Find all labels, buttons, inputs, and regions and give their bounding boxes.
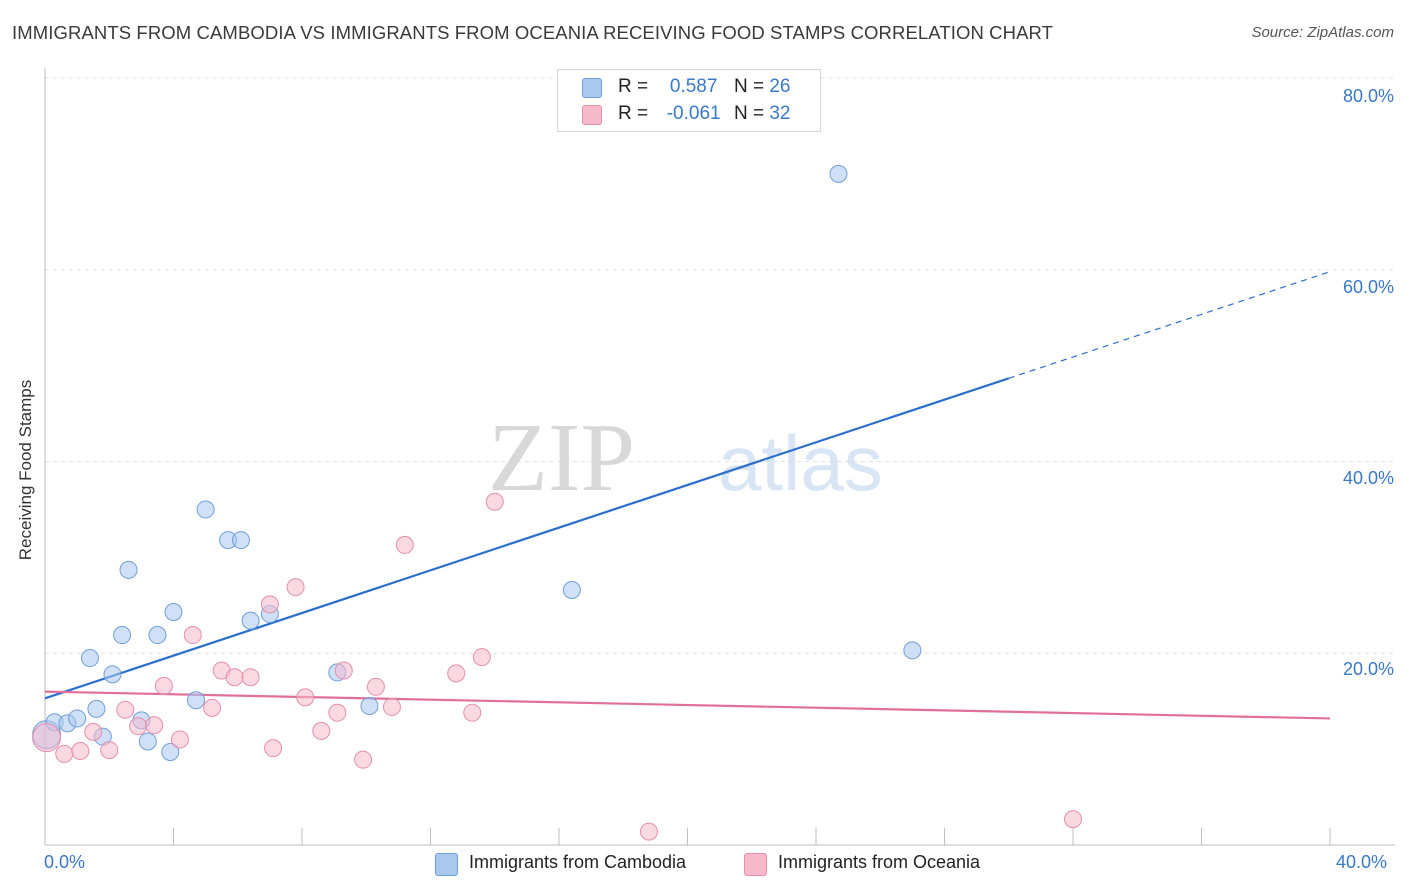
y-tick-40: 40.0% xyxy=(1342,468,1394,488)
data-point-series-0 xyxy=(241,611,260,630)
data-point-series-1 xyxy=(328,703,347,722)
y-tick-80: 80.0% xyxy=(1342,86,1394,106)
watermark-zip: ZIP xyxy=(488,404,635,512)
y-tick-20: 20.0% xyxy=(1342,659,1394,679)
chart-title: IMMIGRANTS FROM CAMBODIA VS IMMIGRANTS F… xyxy=(12,22,1054,43)
data-point-series-1 xyxy=(225,668,244,687)
legend-swatch-cambodia xyxy=(582,78,602,98)
data-point-series-0 xyxy=(164,603,183,622)
data-point-series-1 xyxy=(463,703,482,722)
data-point-series-1 xyxy=(264,739,283,758)
trend-line-series-0 xyxy=(44,377,1010,700)
legend-swatch-cambodia xyxy=(435,853,458,876)
data-point-series-1 xyxy=(1064,810,1082,829)
data-point-series-1 xyxy=(55,744,74,763)
data-point-series-1 xyxy=(84,722,103,741)
watermark: ZIP atlas xyxy=(488,404,883,512)
x-tick-min: 0.0% xyxy=(44,852,86,872)
watermark-atlas: atlas xyxy=(718,419,883,507)
data-point-series-1 xyxy=(382,697,401,716)
data-point-series-0 xyxy=(231,531,250,550)
trend-lines xyxy=(44,271,1331,720)
data-point-series-1 xyxy=(354,750,373,769)
data-point-series-0 xyxy=(80,649,99,668)
data-point-series-1 xyxy=(260,595,279,614)
r-value-oceania: -0.061 xyxy=(666,103,721,124)
data-point-series-1 xyxy=(395,535,414,554)
trend-line-extension-series-0 xyxy=(1008,271,1331,379)
y-axis-label: Receiving Food Stamps xyxy=(16,379,35,561)
trend-line-series-1 xyxy=(44,690,1331,720)
data-point-series-1 xyxy=(145,716,164,735)
data-point-series-0 xyxy=(68,709,87,728)
legend-label-cambodia: Immigrants from Cambodia xyxy=(469,852,687,872)
correlation-legend: R = 0.587 N = 26 R = -0.061 N = 32 xyxy=(557,69,821,132)
r-label: R = xyxy=(618,76,649,97)
data-point-series-0 xyxy=(113,626,132,645)
axes xyxy=(44,68,1395,846)
data-point-series-0 xyxy=(119,560,138,579)
data-points xyxy=(32,164,1082,841)
data-point-series-1 xyxy=(183,626,202,645)
n-value-oceania: 32 xyxy=(769,103,791,124)
data-point-series-1 xyxy=(472,648,491,667)
n-label: N = xyxy=(733,76,765,97)
data-point-series-1 xyxy=(485,492,504,511)
x-tick-max: 40.0% xyxy=(1336,852,1388,872)
data-point-series-1 xyxy=(312,721,331,740)
data-point-series-0 xyxy=(903,641,922,660)
legend-swatch-oceania xyxy=(582,105,602,125)
data-point-series-0 xyxy=(103,665,122,684)
n-value-cambodia: 26 xyxy=(769,76,791,97)
data-point-series-0 xyxy=(186,691,205,710)
data-point-series-0 xyxy=(562,580,581,599)
data-point-series-0 xyxy=(161,743,180,762)
y-tick-60: 60.0% xyxy=(1342,277,1394,297)
data-point-series-0 xyxy=(87,699,106,718)
n-label: N = xyxy=(733,103,765,124)
data-point-series-1 xyxy=(116,700,135,719)
data-point-series-1 xyxy=(334,661,353,680)
data-point-series-1 xyxy=(639,822,658,841)
data-point-series-1 xyxy=(447,664,466,683)
r-label: R = xyxy=(618,103,649,124)
data-point-series-0 xyxy=(138,732,157,751)
data-point-series-1 xyxy=(286,578,305,597)
data-point-series-1 xyxy=(154,676,173,695)
data-point-series-0 xyxy=(196,500,215,519)
legend-label-oceania: Immigrants from Oceania xyxy=(778,852,981,872)
data-point-series-1 xyxy=(241,668,260,687)
data-point-series-1 xyxy=(129,717,148,736)
grid-lines xyxy=(45,77,1395,654)
data-point-series-1 xyxy=(100,741,119,760)
data-point-series-1 xyxy=(203,698,222,717)
source-label: Source: ZipAtlas.com xyxy=(1251,24,1394,41)
data-point-series-0 xyxy=(148,626,167,645)
data-point-series-0 xyxy=(360,696,379,715)
data-point-series-0 xyxy=(829,164,848,183)
data-point-series-1 xyxy=(366,677,385,696)
data-point-series-1 xyxy=(296,688,315,707)
r-value-cambodia: 0.587 xyxy=(669,76,718,97)
data-point-series-1 xyxy=(32,723,62,753)
data-point-series-1 xyxy=(170,730,189,749)
legend-swatch-oceania xyxy=(744,853,767,876)
data-point-series-1 xyxy=(71,742,90,761)
